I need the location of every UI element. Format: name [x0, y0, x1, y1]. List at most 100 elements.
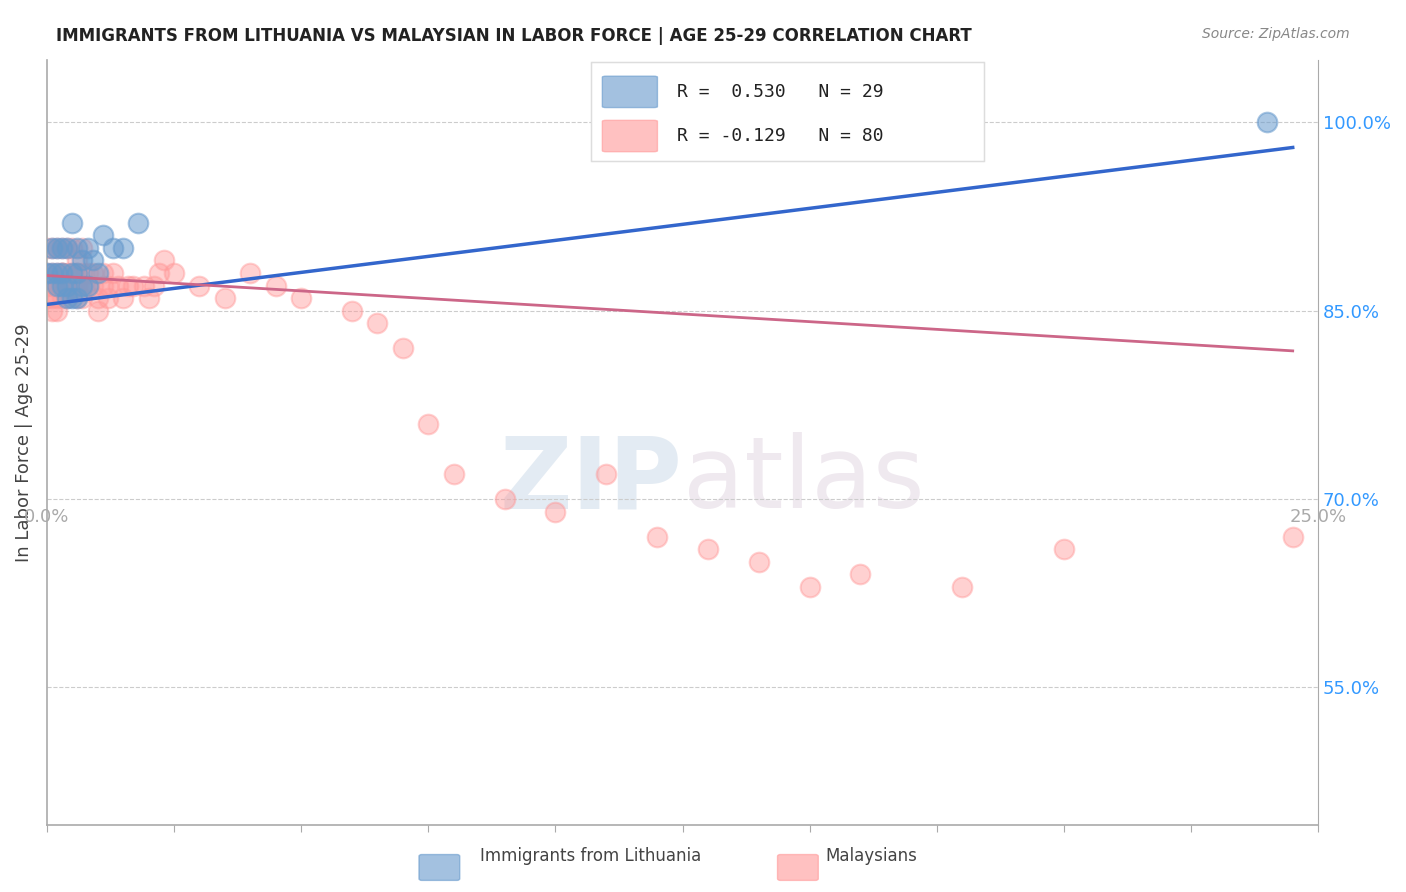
Point — [101, 266, 124, 280]
Point — [697, 542, 720, 557]
Point — [142, 278, 165, 293]
Point — [76, 241, 98, 255]
Point — [91, 228, 114, 243]
Point — [66, 266, 89, 280]
Point — [41, 266, 63, 280]
Point — [87, 303, 110, 318]
Point — [51, 241, 73, 255]
Point — [35, 241, 58, 255]
Point — [41, 241, 63, 255]
Point — [56, 291, 79, 305]
Point — [66, 253, 89, 268]
Point — [56, 291, 79, 305]
Point — [849, 567, 872, 582]
Point — [82, 253, 104, 268]
Point — [214, 291, 236, 305]
Point — [72, 241, 94, 255]
Point — [46, 278, 69, 293]
Point — [91, 266, 114, 280]
Point — [72, 266, 94, 280]
Point — [56, 241, 79, 255]
Point — [112, 241, 135, 255]
Point — [748, 555, 770, 569]
Text: R =  0.530   N = 29: R = 0.530 N = 29 — [678, 83, 884, 101]
Point — [1053, 542, 1076, 557]
Point — [51, 241, 73, 255]
Point — [645, 530, 668, 544]
Point — [443, 467, 465, 481]
Point — [51, 266, 73, 280]
Point — [122, 278, 145, 293]
Point — [1256, 115, 1278, 129]
Point — [51, 266, 73, 280]
Y-axis label: In Labor Force | Age 25-29: In Labor Force | Age 25-29 — [15, 323, 32, 562]
Point — [87, 266, 110, 280]
Point — [56, 241, 79, 255]
Point — [418, 417, 440, 431]
Point — [60, 278, 83, 293]
Point — [392, 342, 415, 356]
Point — [76, 278, 98, 293]
Point — [97, 278, 120, 293]
Point — [51, 278, 73, 293]
Point — [46, 303, 69, 318]
Point — [56, 278, 79, 293]
Point — [148, 266, 170, 280]
Point — [66, 291, 89, 305]
Point — [51, 278, 73, 293]
Point — [127, 216, 149, 230]
Point — [138, 291, 160, 305]
Point — [66, 278, 89, 293]
Point — [950, 580, 973, 594]
Point — [188, 278, 211, 293]
Text: 0.0%: 0.0% — [24, 508, 69, 525]
Text: R = -0.129   N = 80: R = -0.129 N = 80 — [678, 127, 884, 145]
Point — [41, 266, 63, 280]
Point — [595, 467, 617, 481]
Point — [60, 291, 83, 305]
Point — [46, 266, 69, 280]
Point — [35, 266, 58, 280]
Point — [60, 266, 83, 280]
Point — [56, 266, 79, 280]
Text: IMMIGRANTS FROM LITHUANIA VS MALAYSIAN IN LABOR FORCE | AGE 25-29 CORRELATION CH: IMMIGRANTS FROM LITHUANIA VS MALAYSIAN I… — [56, 27, 972, 45]
Point — [72, 253, 94, 268]
Point — [41, 278, 63, 293]
Point — [112, 291, 135, 305]
Point — [163, 266, 186, 280]
Text: ZIP: ZIP — [499, 433, 682, 529]
Point — [290, 291, 312, 305]
Point — [46, 241, 69, 255]
Point — [51, 291, 73, 305]
Point — [46, 278, 69, 293]
Point — [76, 266, 98, 280]
Point — [153, 253, 176, 268]
Point — [60, 266, 83, 280]
FancyBboxPatch shape — [602, 120, 658, 152]
Point — [66, 291, 89, 305]
Text: Immigrants from Lithuania: Immigrants from Lithuania — [479, 847, 702, 865]
Point — [35, 291, 58, 305]
Text: Malaysians: Malaysians — [825, 847, 918, 865]
Point — [41, 241, 63, 255]
Text: Source: ZipAtlas.com: Source: ZipAtlas.com — [1202, 27, 1350, 41]
Point — [117, 278, 139, 293]
Point — [132, 278, 155, 293]
Point — [66, 241, 89, 255]
Point — [544, 505, 567, 519]
Point — [46, 278, 69, 293]
Point — [494, 491, 516, 506]
FancyBboxPatch shape — [602, 76, 658, 108]
Point — [76, 278, 98, 293]
Point — [72, 278, 94, 293]
Point — [87, 291, 110, 305]
Point — [72, 291, 94, 305]
Point — [340, 303, 363, 318]
Point — [107, 278, 129, 293]
Point — [82, 266, 104, 280]
Point — [51, 266, 73, 280]
Point — [41, 291, 63, 305]
Point — [51, 278, 73, 293]
Point — [239, 266, 262, 280]
Point — [56, 278, 79, 293]
